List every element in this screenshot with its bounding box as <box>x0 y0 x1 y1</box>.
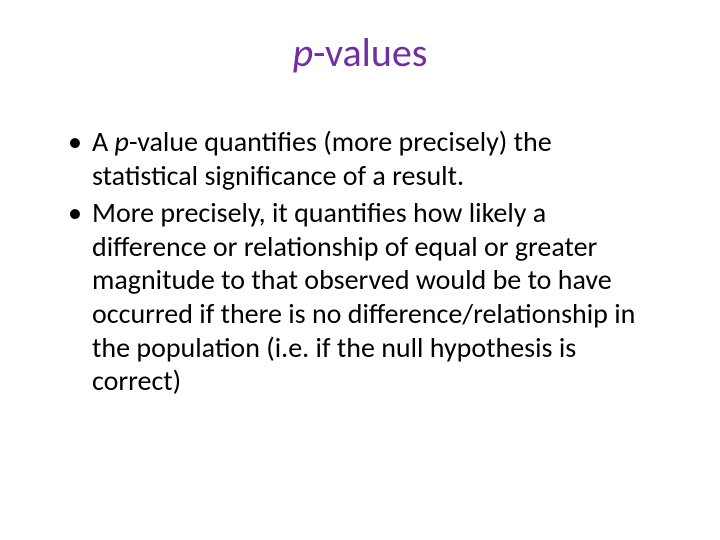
slide-title: p-values <box>60 28 660 77</box>
bullet-rest: More precisely, it quantifies how likely… <box>92 195 635 398</box>
bullet-item: More precisely, it quantifies how likely… <box>60 196 660 398</box>
bullet-item: A p-value quantifies (more precisely) th… <box>60 125 660 192</box>
title-italic-part: p <box>293 28 314 77</box>
bullet-prefix: A <box>92 124 115 159</box>
bullet-italic: p <box>115 124 129 159</box>
title-rest-part: -values <box>313 28 427 77</box>
bullet-list: A p-value quantifies (more precisely) th… <box>60 125 660 398</box>
slide-container: p-values A p-value quantifies (more prec… <box>0 0 720 540</box>
bullet-rest: -value quantifies (more precisely) the s… <box>92 124 552 193</box>
